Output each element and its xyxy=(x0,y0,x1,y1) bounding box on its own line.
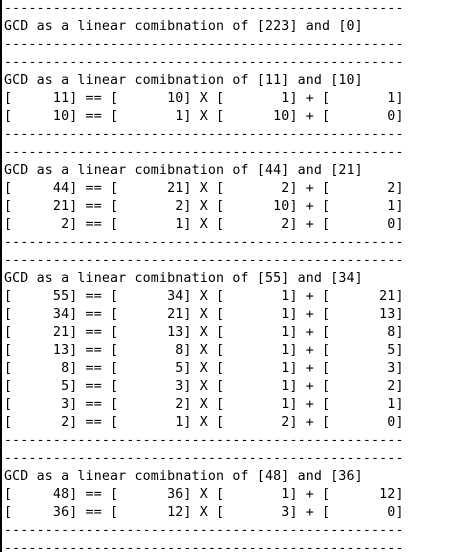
terminal-left-edge xyxy=(0,0,2,552)
gcd-step-row: [ 3] == [ 2] X [ 1] + [ 1] xyxy=(4,397,404,412)
gcd-heading: GCD as a linear comibnation of [44] and … xyxy=(4,163,363,178)
separator-line: ----------------------------------------… xyxy=(4,145,404,160)
separator-line: ----------------------------------------… xyxy=(4,235,404,250)
separator-line: ----------------------------------------… xyxy=(4,523,404,538)
separator-line: ----------------------------------------… xyxy=(4,37,404,52)
gcd-step-row: [ 13] == [ 8] X [ 1] + [ 5] xyxy=(4,343,404,358)
gcd-step-row: [ 5] == [ 3] X [ 1] + [ 2] xyxy=(4,379,404,394)
gcd-heading: GCD as a linear comibnation of [55] and … xyxy=(4,271,363,286)
gcd-step-row: [ 10] == [ 1] X [ 10] + [ 0] xyxy=(4,109,404,124)
gcd-heading: GCD as a linear comibnation of [223] and… xyxy=(4,19,363,34)
gcd-step-row: [ 8] == [ 5] X [ 1] + [ 3] xyxy=(4,361,404,376)
separator-line: ----------------------------------------… xyxy=(4,1,404,16)
gcd-step-row: [ 34] == [ 21] X [ 1] + [ 13] xyxy=(4,307,404,322)
gcd-heading: GCD as a linear comibnation of [11] and … xyxy=(4,73,363,88)
gcd-step-row: [ 36] == [ 12] X [ 3] + [ 0] xyxy=(4,505,404,520)
gcd-step-row: [ 55] == [ 34] X [ 1] + [ 21] xyxy=(4,289,404,304)
separator-line: ----------------------------------------… xyxy=(4,451,404,466)
gcd-step-row: [ 11] == [ 10] X [ 1] + [ 1] xyxy=(4,91,404,106)
gcd-step-row: [ 21] == [ 2] X [ 10] + [ 1] xyxy=(4,199,404,214)
gcd-step-row: [ 21] == [ 13] X [ 1] + [ 8] xyxy=(4,325,404,340)
separator-line: ----------------------------------------… xyxy=(4,433,404,448)
gcd-step-row: [ 44] == [ 21] X [ 2] + [ 2] xyxy=(4,181,404,196)
gcd-step-row: [ 48] == [ 36] X [ 1] + [ 12] xyxy=(4,487,404,502)
separator-line: ----------------------------------------… xyxy=(4,55,404,70)
separator-line: ----------------------------------------… xyxy=(4,253,404,268)
gcd-step-row: [ 2] == [ 1] X [ 2] + [ 0] xyxy=(4,415,404,430)
separator-line: ----------------------------------------… xyxy=(4,127,404,142)
gcd-heading: GCD as a linear comibnation of [48] and … xyxy=(4,469,363,484)
separator-line: ----------------------------------------… xyxy=(4,541,404,552)
gcd-step-row: [ 2] == [ 1] X [ 2] + [ 0] xyxy=(4,217,404,232)
